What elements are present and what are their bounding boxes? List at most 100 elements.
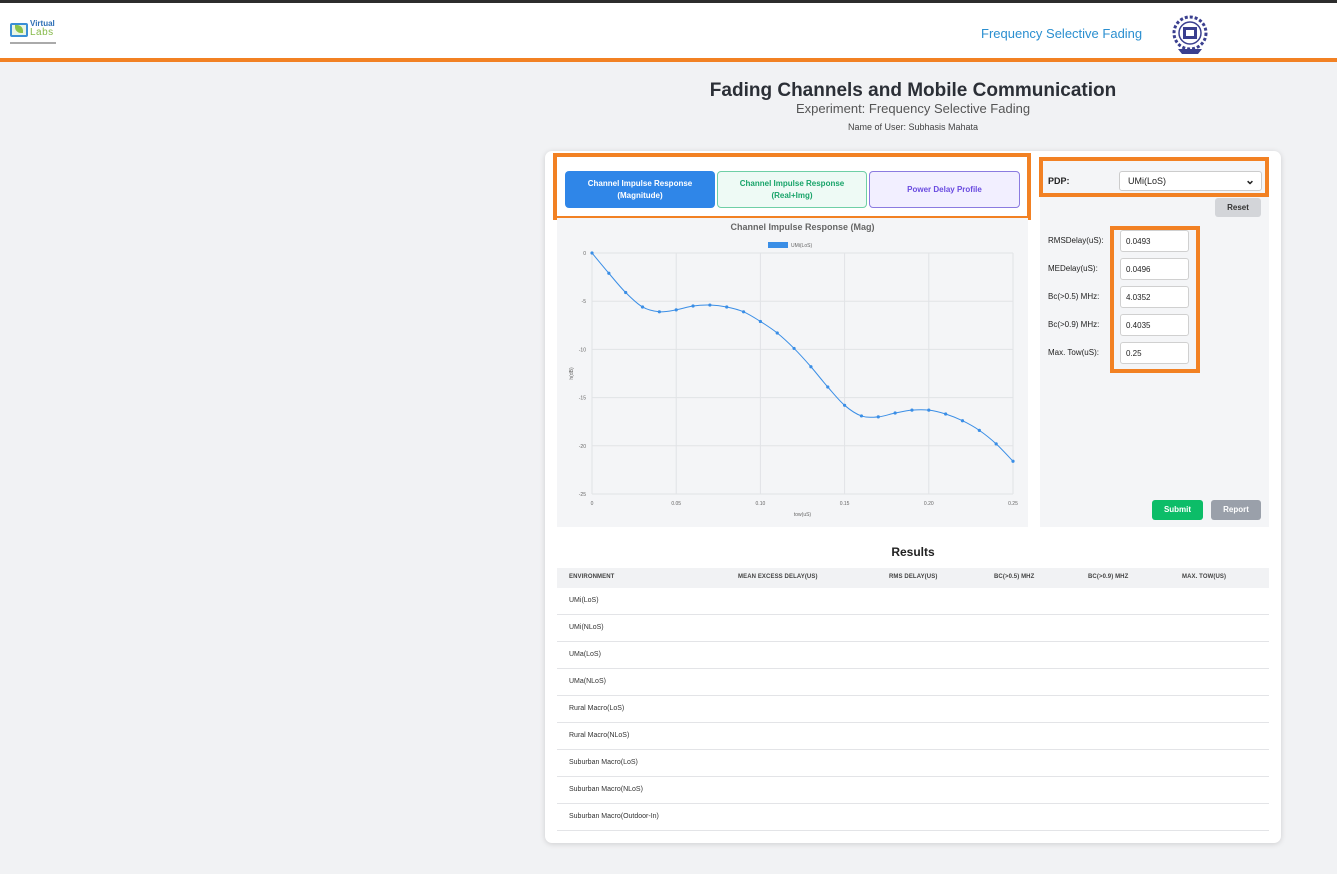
table-row: Rural Macro(NLoS) [557,723,1269,750]
data-point [691,304,695,308]
logo-text-virtual: Virtual [30,19,55,28]
virtual-labs-logo[interactable]: Virtual Labs [10,19,56,47]
data-point [792,346,796,351]
col-environment: ENVIRONMENT [569,574,615,580]
data-point [859,414,864,418]
user-name: Name of User: Subhasis Mahata [847,122,979,132]
data-point [876,415,880,419]
y-axis-label: h(dB) [569,367,575,380]
data-point [657,310,661,314]
page-title: Fading Channels and Mobile Communication [709,80,1117,101]
col-bc-09: BC(>0.9) MHZ [1088,574,1129,580]
bc-05-field[interactable]: 4.0352 [1120,286,1189,308]
data-point [977,428,981,432]
site-header: Virtual Labs Frequency Selective Fading [0,3,1337,62]
x-tick-label: 0.10 [756,501,766,507]
tab-power-delay-profile[interactable]: Power Delay Profile [869,171,1020,208]
tab-label: Channel Impulse Response [587,178,693,188]
data-point [607,271,611,275]
pdp-label: PDP: [1048,176,1070,186]
report-button[interactable]: Report [1211,500,1261,520]
y-tick-label: -25 [579,492,586,498]
tab-impulse-real-img[interactable]: Channel Impulse Response (Real+Img) [717,171,867,208]
results-title: Results [891,545,935,559]
table-row: Suburban Macro(Outdoor-In) [557,804,1269,831]
rms-delay-field[interactable]: 0.0493 [1120,230,1189,252]
env-cell: Rural Macro(LoS) [569,705,625,712]
params-highlight-box [1110,226,1200,373]
rms-delay-label: RMSDelay(uS): [1048,236,1104,245]
data-point [708,303,712,307]
x-axis-label: tow(uS) [794,512,812,518]
data-point [960,419,965,423]
tab-label: Power Delay Profile [907,184,982,194]
results-table-header [557,568,1269,588]
x-tick-label: 0.20 [924,501,934,507]
impulse-response-chart: Channel Impulse Response (Mag) UMi(LoS) 0 0… [569,222,1018,518]
data-point [910,408,914,412]
data-point [624,290,628,295]
data-point [775,331,779,335]
data-point [826,385,830,389]
y-tick-label: -10 [579,347,586,353]
data-point [809,365,813,369]
mean-excess-delay-label: MEDelay(uS): [1048,264,1098,273]
bc-05-label: Bc(>0.5) MHz: [1048,292,1100,301]
legend-label: UMi(LoS) [791,243,812,249]
header-experiment-title: Frequency Selective Fading [981,26,1143,41]
series-line [591,252,1014,462]
data-point [994,442,998,446]
col-max-tow: MAX. TOW(US) [1182,574,1227,580]
tab-impulse-magnitude[interactable]: Channel Impulse Response (Magnitude) [565,171,715,208]
data-point [674,308,678,312]
tabs-highlight-box [553,153,1031,220]
logo-text-labs: Labs [30,27,54,38]
x-tick-label: 0.05 [671,501,681,507]
page-subtitle: Experiment: Frequency Selective Fading [795,101,1031,116]
tab-label-sub: (Real+Img) [771,190,813,200]
leaf-icon [15,25,23,33]
data-point [758,319,762,324]
env-cell: UMa(NLoS) [569,678,606,685]
table-row: Suburban Macro(NLoS) [557,777,1269,804]
institute-emblem-icon [1172,15,1208,54]
env-cell: Rural Macro(NLoS) [569,732,630,739]
x-tick-label: 0 [591,501,594,507]
max-tow-label: Max. Tow(uS): [1048,348,1099,357]
env-cell: UMa(LoS) [569,651,601,658]
env-cell: Suburban Macro(LoS) [569,759,638,766]
data-point [741,310,746,314]
tab-label: Channel Impulse Response [739,178,845,188]
env-cell: UMi(NLoS) [569,624,604,631]
col-mean-excess-delay: MEAN EXCESS DELAY(US) [738,574,818,580]
tab-label-sub: (Magnitude) [617,190,663,200]
y-tick-label: -15 [579,396,586,402]
table-row: Suburban Macro(LoS) [557,750,1269,777]
data-point [1011,459,1015,463]
table-row: Rural Macro(LoS) [557,696,1269,723]
data-point [944,412,948,416]
table-row: UMa(NLoS) [557,669,1269,696]
bc-09-field[interactable]: 0.4035 [1120,314,1189,336]
logo-underline [10,42,56,44]
y-tick-label: 0 [583,251,586,257]
env-cell: UMi(LoS) [569,597,599,604]
table-row: UMi(NLoS) [557,615,1269,642]
data-point [927,408,931,412]
col-rms-delay: RMS DELAY(US) [889,574,938,580]
pdp-highlight-box [1039,157,1269,197]
env-cell: Suburban Macro(Outdoor-In) [569,813,659,820]
bc-09-label: Bc(>0.9) MHz: [1048,320,1100,329]
max-tow-field[interactable]: 0.25 [1120,342,1189,364]
submit-button[interactable]: Submit [1152,500,1203,520]
data-point [843,403,847,407]
pdp-select[interactable]: UMi(LoS) [1119,171,1262,191]
mean-excess-delay-field[interactable]: 0.0496 [1120,258,1189,280]
col-bc-05: BC(>0.5) MHZ [994,574,1035,580]
reset-button[interactable]: Reset [1215,198,1261,217]
chart-title: Channel Impulse Response (Mag) [730,222,874,232]
chevron-down-icon: ⌄ [1245,173,1256,187]
data-point [893,411,897,415]
data-point [590,251,594,255]
legend-swatch [768,242,788,248]
